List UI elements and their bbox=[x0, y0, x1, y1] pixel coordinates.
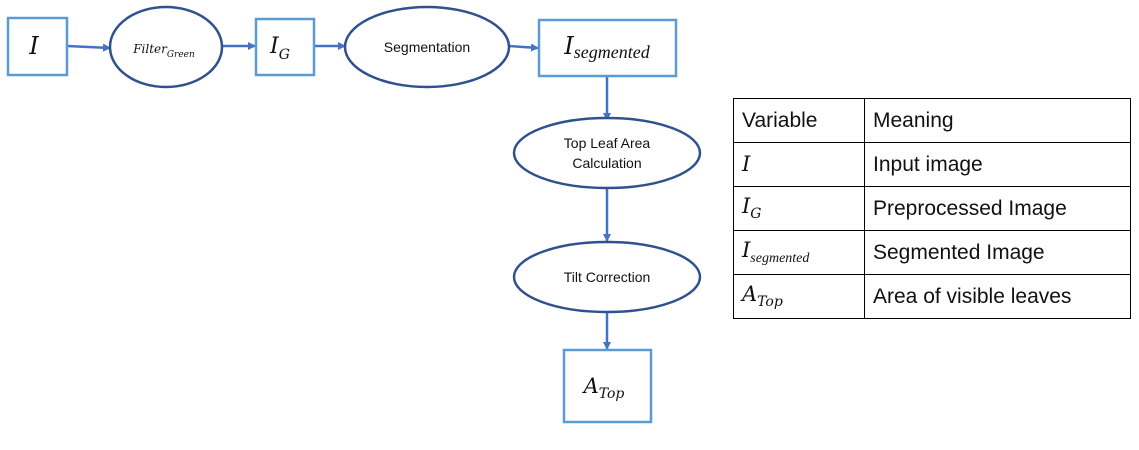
node-isegmented-label: Isegmented bbox=[563, 32, 650, 62]
node-input-image: I bbox=[6, 16, 69, 77]
node-atop-label: ATop bbox=[582, 374, 625, 402]
legend-row: I Input image bbox=[733, 142, 1131, 187]
node-ig-label: IG bbox=[269, 34, 290, 63]
legend-variable-cell: I bbox=[733, 142, 865, 187]
node-segmentation-label: Segmentation bbox=[384, 39, 470, 55]
node-tilt-label: Tilt Correction bbox=[564, 269, 651, 285]
node-top-leaf-line2: Calculation bbox=[572, 155, 641, 171]
legend-var-sub: G bbox=[750, 206, 762, 223]
legend-var-base: I bbox=[742, 237, 751, 262]
legend-header-meaning: Meaning bbox=[864, 98, 1131, 143]
legend-var-base: I bbox=[742, 152, 751, 176]
node-ig: IG bbox=[254, 17, 316, 77]
node-input-label: I bbox=[28, 32, 39, 60]
node-filter-label: FilterGreen bbox=[132, 42, 195, 60]
legend-meaning-cell: Input image bbox=[864, 142, 1131, 187]
node-isegmented: Isegmented bbox=[537, 18, 678, 78]
legend-var-sub: Top bbox=[757, 294, 783, 311]
legend-header-variable: Variable bbox=[733, 98, 865, 143]
arrow-segmentation-to-isegmented bbox=[508, 43, 539, 52]
legend-meaning-cell: Segmented Image bbox=[864, 230, 1131, 275]
node-filter-green: FilterGreen bbox=[108, 5, 224, 89]
node-segmentation: Segmentation bbox=[343, 5, 511, 89]
legend-var-sub: segmented bbox=[750, 251, 810, 267]
legend-row: Isegmented Segmented Image bbox=[733, 230, 1131, 275]
legend-variable-cell: Isegmented bbox=[733, 230, 865, 275]
legend-row: ATop Area of visible leaves bbox=[733, 274, 1131, 319]
legend-variable-cell: IG bbox=[733, 186, 865, 231]
legend-header-row: Variable Meaning bbox=[733, 98, 1131, 143]
node-tilt-correction: Tilt Correction bbox=[512, 240, 702, 314]
variable-legend-table: Variable Meaning I Input image IG Prepro… bbox=[733, 98, 1131, 319]
legend-meaning-cell: Area of visible leaves bbox=[864, 274, 1131, 319]
arrow-input-to-filter bbox=[66, 43, 111, 52]
node-atop: ATop bbox=[562, 348, 653, 424]
legend-meaning-cell: Preprocessed Image bbox=[864, 186, 1131, 231]
legend-row: IG Preprocessed Image bbox=[733, 186, 1131, 231]
legend-var-base: I bbox=[742, 194, 751, 219]
legend-var-base: A bbox=[742, 282, 758, 307]
node-top-leaf-area: Top Leaf Area Calculation bbox=[512, 116, 702, 190]
legend-variable-cell: ATop bbox=[733, 274, 865, 319]
node-top-leaf-line1: Top Leaf Area bbox=[564, 135, 651, 151]
